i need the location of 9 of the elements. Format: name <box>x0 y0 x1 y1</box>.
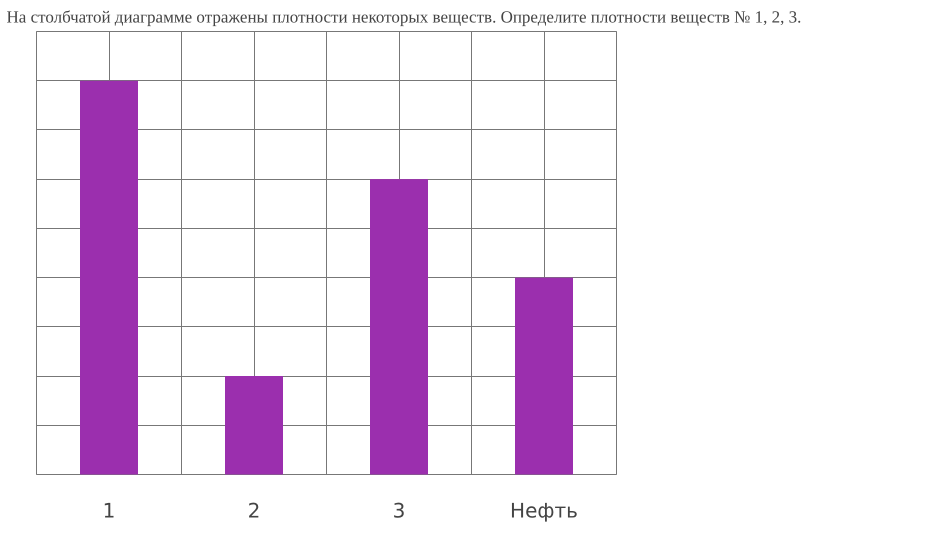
x-tick-label: 1 <box>102 498 116 522</box>
bar <box>225 376 283 474</box>
x-tick-label: 3 <box>392 498 406 522</box>
chart-title: На столбчатой диаграмме отражены плотности некоторых веществ. Определите плотности веществ № 1, 2, 3. <box>6 8 802 26</box>
bar <box>370 179 428 474</box>
x-tick-label: 2 <box>248 498 260 522</box>
bar <box>80 80 138 474</box>
x-tick-label: Нефть <box>510 498 578 522</box>
bar <box>515 278 573 474</box>
